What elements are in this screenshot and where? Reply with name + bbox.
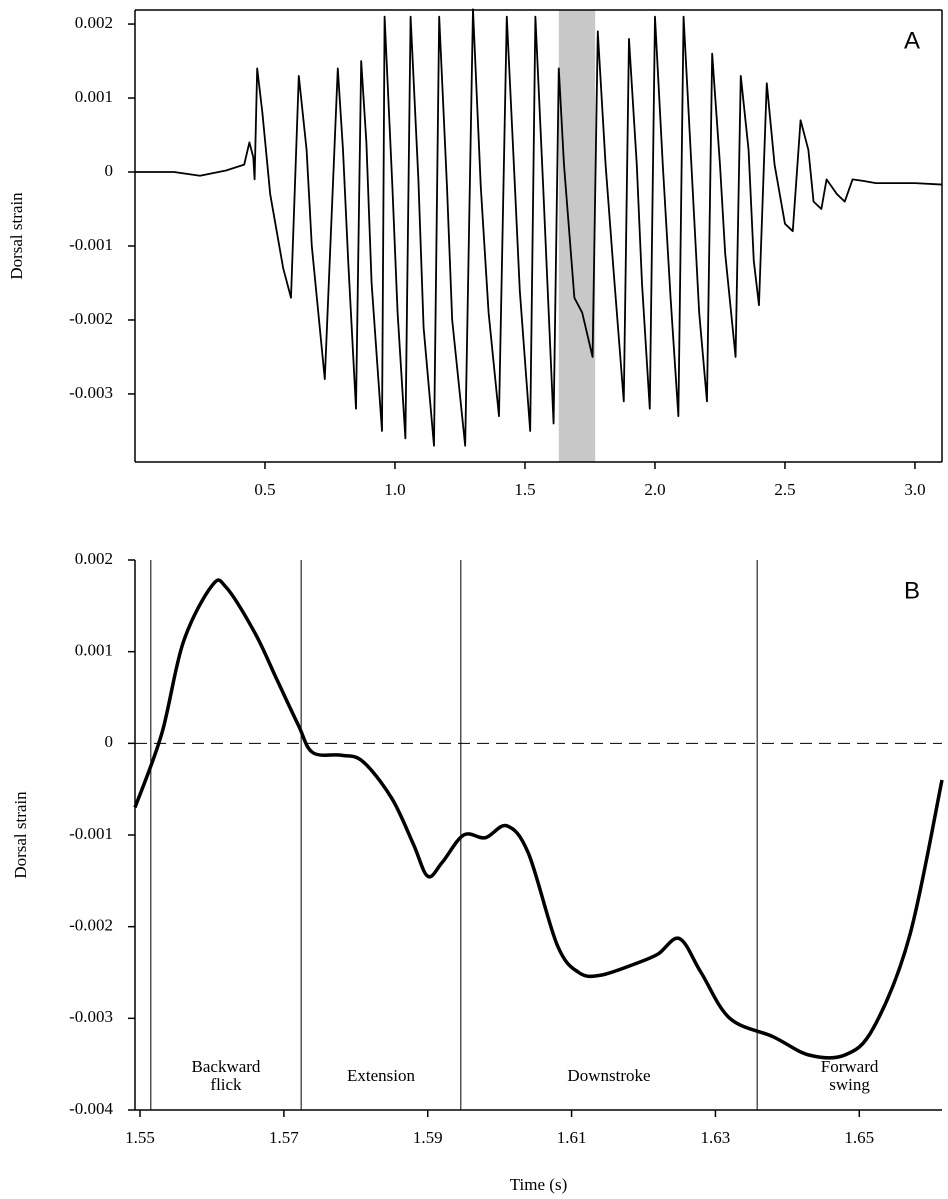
y-tick-label: -0.001 xyxy=(69,824,113,843)
x-tick-label: 1.63 xyxy=(701,1128,731,1147)
x-tick-label: 2.0 xyxy=(644,480,665,499)
phase-label: Backward xyxy=(192,1057,261,1076)
highlight-band xyxy=(558,10,596,462)
phase-label: flick xyxy=(210,1075,242,1094)
y-tick-label: 0 xyxy=(105,161,114,180)
phase-label: swing xyxy=(829,1075,870,1094)
x-tick-label: 1.0 xyxy=(384,480,405,499)
y-tick-label: 0.001 xyxy=(75,641,113,660)
strain-line xyxy=(135,8,943,447)
phase-label: Extension xyxy=(347,1066,415,1085)
x-tick-label: 1.5 xyxy=(514,480,535,499)
y-tick-label: -0.002 xyxy=(69,309,113,328)
x-tick-label: 1.65 xyxy=(844,1128,874,1147)
y-tick-label: 0 xyxy=(105,732,114,751)
x-tick-label: 1.57 xyxy=(269,1128,299,1147)
y-tick-label: -0.004 xyxy=(69,1099,113,1118)
y-tick-label: 0.001 xyxy=(75,87,113,106)
y-axis-label: Dorsal strain xyxy=(7,192,26,280)
x-tick-label: 2.5 xyxy=(774,480,795,499)
panel-label: A xyxy=(904,27,920,54)
phase-label: Forward xyxy=(821,1057,879,1076)
panel-label: B xyxy=(904,577,920,604)
x-tick-label: 0.5 xyxy=(254,480,275,499)
x-tick-label: 3.0 xyxy=(904,480,925,499)
y-tick-label: -0.003 xyxy=(69,1007,113,1026)
x-tick-label: 1.61 xyxy=(557,1128,587,1147)
x-tick-label: 1.59 xyxy=(413,1128,443,1147)
x-axis-label: Time (s) xyxy=(510,1175,567,1194)
phase-label: Downstroke xyxy=(567,1066,650,1085)
y-tick-label: -0.002 xyxy=(69,916,113,935)
y-tick-label: 0.002 xyxy=(75,549,113,568)
y-tick-label: 0.002 xyxy=(75,13,113,32)
x-tick-label: 1.55 xyxy=(125,1128,155,1147)
y-axis-label: Dorsal strain xyxy=(11,791,30,879)
y-tick-label: -0.003 xyxy=(69,383,113,402)
strain-line xyxy=(133,578,944,1060)
y-tick-label: -0.001 xyxy=(69,235,113,254)
